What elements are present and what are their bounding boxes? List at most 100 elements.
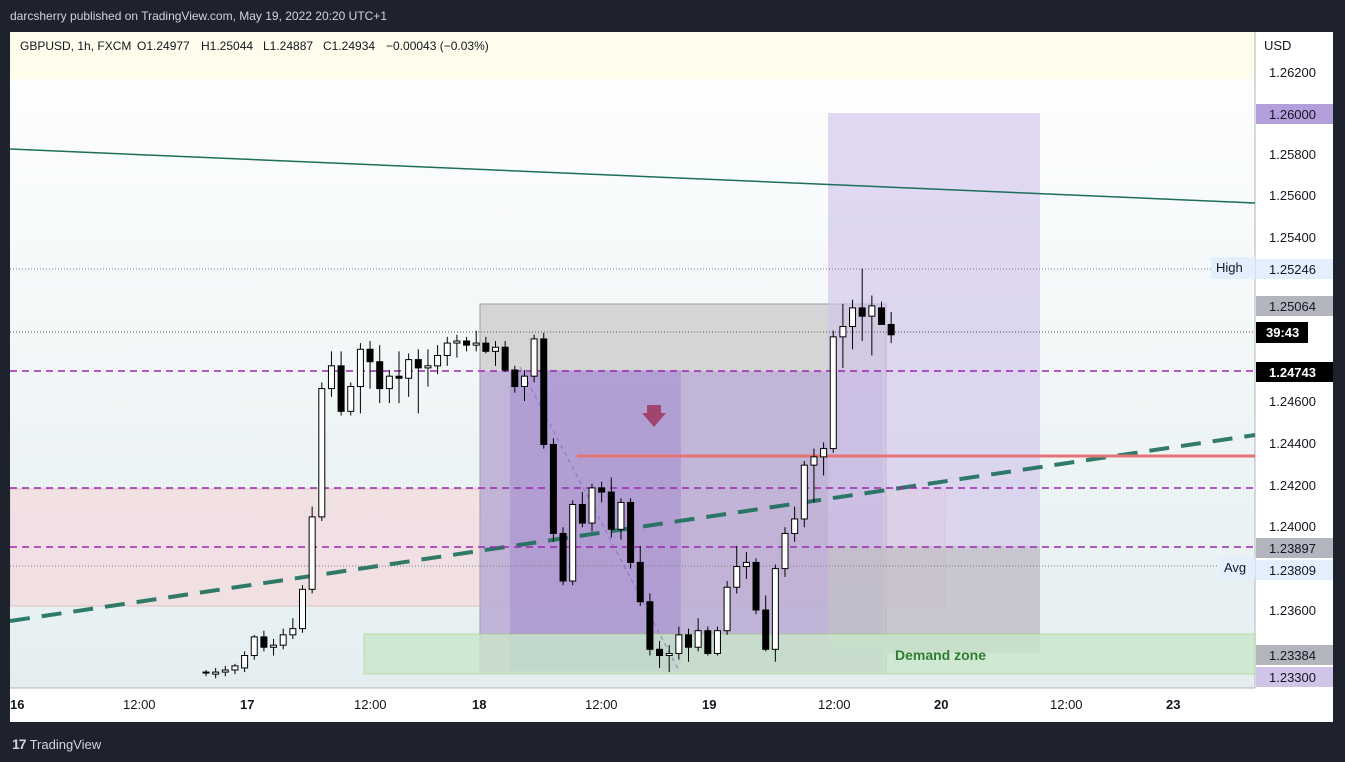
candle-up[interactable] <box>665 652 673 657</box>
candle-up[interactable] <box>241 655 249 669</box>
candle-up[interactable] <box>588 487 596 524</box>
avg-label-text: Avg <box>1224 560 1246 575</box>
candle-down[interactable] <box>762 609 770 650</box>
candle-down[interactable] <box>540 338 548 445</box>
bottom-bar <box>0 722 1345 762</box>
time-tick-label: 23 <box>1166 697 1180 712</box>
candle-down[interactable] <box>501 346 509 371</box>
candle-down[interactable] <box>878 307 885 325</box>
candle-down[interactable] <box>646 601 654 650</box>
candle-up[interactable] <box>868 305 876 317</box>
candle-up[interactable] <box>742 561 750 568</box>
candle-down[interactable] <box>463 340 471 346</box>
candle-up[interactable] <box>308 516 316 590</box>
chart-frame[interactable]: Demand zone GBPUSD, 1h, FXCM O1.24977 H1… <box>9 32 1333 722</box>
candle-up[interactable] <box>289 628 297 636</box>
candle-up[interactable] <box>829 336 837 450</box>
candle-up[interactable] <box>356 348 364 388</box>
price-chart[interactable]: Demand zone GBPUSD, 1h, FXCM O1.24977 H1… <box>9 32 1333 722</box>
ascending-trendline-dashed[interactable] <box>9 433 1256 623</box>
candle-up[interactable] <box>839 326 847 338</box>
legend-close: C1.24934 <box>323 39 375 53</box>
candle-up[interactable] <box>781 532 789 570</box>
candle-down[interactable] <box>685 634 692 648</box>
candle-up[interactable] <box>385 375 393 390</box>
candle-up[interactable] <box>530 338 538 377</box>
candle-down[interactable] <box>598 487 606 493</box>
candle-down[interactable] <box>752 561 760 611</box>
candle-up[interactable] <box>820 448 828 458</box>
candle-up[interactable] <box>791 518 799 534</box>
candle-up[interactable] <box>212 671 220 675</box>
candle-up[interactable] <box>771 568 779 650</box>
candle-down[interactable] <box>366 348 374 363</box>
candle-up[interactable] <box>299 588 306 630</box>
candle-up[interactable] <box>453 340 461 344</box>
time-tick-label: 12:00 <box>354 697 387 712</box>
candle-down[interactable] <box>636 561 644 603</box>
candle-down[interactable] <box>578 503 586 524</box>
candle-up[interactable] <box>723 586 731 632</box>
price-tick-label: 1.23600 <box>1269 603 1316 618</box>
candle-down[interactable] <box>887 323 895 336</box>
candle-up[interactable] <box>270 644 278 648</box>
demand-zone-label: Demand zone <box>895 647 986 663</box>
candle-down[interactable] <box>376 361 384 390</box>
candle-up[interactable] <box>279 634 287 646</box>
candle-down[interactable] <box>559 532 567 582</box>
candle-up[interactable] <box>733 566 741 588</box>
tradingview-brand: TradingView <box>29 736 102 752</box>
candle-down[interactable] <box>260 636 268 648</box>
candle-up[interactable] <box>520 375 528 388</box>
candle-up[interactable] <box>327 365 335 390</box>
candle-down[interactable] <box>627 501 635 563</box>
candle-down[interactable] <box>414 359 422 369</box>
candle-up[interactable] <box>221 669 229 673</box>
candle-up[interactable] <box>800 464 808 520</box>
candle-up[interactable] <box>202 671 210 674</box>
candle-up[interactable] <box>424 365 432 369</box>
countdown-text: 39:43 <box>1266 325 1299 340</box>
candle-up[interactable] <box>713 630 721 654</box>
legend-open: O1.24977 <box>137 39 190 53</box>
candle-down[interactable] <box>704 630 712 654</box>
candle-up[interactable] <box>347 386 355 412</box>
candle-up[interactable] <box>434 354 442 367</box>
candle-up[interactable] <box>617 501 625 530</box>
candle-up[interactable] <box>849 307 857 328</box>
candle-down[interactable] <box>607 491 615 530</box>
candle-up[interactable] <box>318 388 326 518</box>
candle-down[interactable] <box>656 648 664 657</box>
candle-up[interactable] <box>569 503 577 582</box>
legend-change: −0.00043 (−0.03%) <box>386 39 489 53</box>
candle-up[interactable] <box>405 359 413 379</box>
current-price-text: 1.24743 <box>1269 365 1316 380</box>
price-tick-labels: 1.26200 1.25800 1.25600 1.25400 1.24600 1.244… <box>1269 65 1316 618</box>
candle-down[interactable] <box>858 307 866 317</box>
candle-down[interactable] <box>511 369 519 388</box>
high-price-text: 1.25246 <box>1269 262 1316 277</box>
candle-down[interactable] <box>337 365 345 412</box>
demand-zone-box[interactable] <box>363 633 1256 675</box>
high-label-tag <box>1211 257 1255 279</box>
candle-down[interactable] <box>549 443 557 534</box>
candle-up[interactable] <box>443 342 451 356</box>
level-2-price-tag <box>1256 538 1333 558</box>
candle-up[interactable] <box>472 342 480 346</box>
candle-up[interactable] <box>250 636 258 657</box>
candle-up[interactable] <box>231 665 239 671</box>
low-1-price-tag <box>1256 645 1333 665</box>
candle-down[interactable] <box>482 342 490 352</box>
candle-up[interactable] <box>810 456 818 466</box>
tradingview-logo[interactable]: 17 TradingView <box>12 736 101 752</box>
candlestick-series <box>202 268 895 679</box>
candle-up[interactable] <box>492 346 499 352</box>
candle-down[interactable] <box>395 375 403 379</box>
candle-up[interactable] <box>694 630 702 648</box>
legend-low: L1.24887 <box>263 39 313 53</box>
down-arrow-icon[interactable] <box>642 405 666 427</box>
candle-up[interactable] <box>675 634 683 654</box>
legend-symbol: GBPUSD, 1h, FXCM <box>20 39 131 53</box>
descending-trendline[interactable] <box>9 148 1256 204</box>
low-1-price-text: 1.23384 <box>1269 648 1316 663</box>
